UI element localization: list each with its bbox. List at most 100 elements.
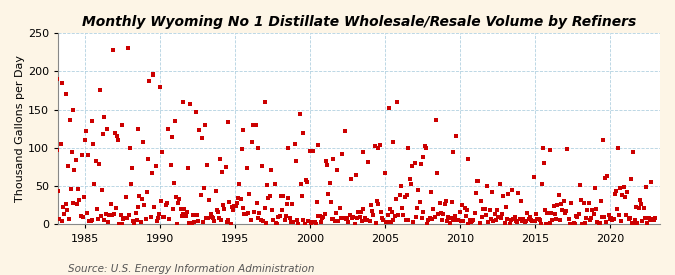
Point [288,219,298,224]
Point [390,197,401,202]
Point [378,218,389,222]
Point [518,217,529,222]
Point [483,219,494,224]
Point [414,199,425,204]
Point [123,46,134,51]
Point [628,150,639,154]
Point [82,153,93,157]
Point [74,198,85,202]
Point [157,150,167,154]
Point [261,221,271,225]
Point [387,139,398,144]
Point [89,182,100,186]
Point [234,182,245,186]
Point [429,215,440,219]
Point [186,222,197,226]
Point [425,190,436,194]
Point [460,214,471,218]
Point [61,92,72,97]
Point [290,158,301,163]
Point [491,218,502,222]
Point [377,216,387,220]
Point [182,210,192,214]
Point [279,218,290,222]
Point [598,215,609,220]
Point [500,221,510,225]
Point [337,152,348,157]
Point [612,146,623,150]
Point [249,210,260,214]
Point [588,212,599,217]
Point [120,195,131,199]
Point [443,215,454,219]
Point [532,216,543,221]
Point [329,219,340,223]
Point [117,222,128,227]
Point [646,180,657,184]
Point [132,126,143,131]
Point [416,162,427,166]
Point [99,218,110,222]
Point [610,192,620,197]
Point [481,212,491,217]
Point [174,197,185,201]
Point [125,146,136,150]
Point [144,79,155,83]
Point [147,71,158,76]
Point [233,196,244,200]
Point [158,215,169,219]
Point [389,213,400,218]
Point [498,193,509,198]
Point [633,205,644,210]
Point [130,211,141,215]
Point [400,218,411,222]
Point [439,202,450,206]
Point [446,216,456,221]
Point [155,84,165,89]
Point [140,216,151,221]
Point [477,214,487,219]
Point [529,219,540,223]
Point [556,202,566,207]
Point [545,210,556,215]
Point [242,165,252,170]
Point [84,218,95,223]
Point [200,216,211,221]
Point [382,220,393,224]
Point [642,221,653,226]
Point [228,207,239,212]
Point [583,200,594,205]
Point [256,164,267,168]
Point [543,211,554,216]
Point [239,212,250,216]
Point [259,205,270,210]
Point [406,182,416,186]
Point [381,219,392,224]
Point [494,182,505,186]
Point [566,200,576,205]
Point [641,185,651,189]
Point [98,131,109,136]
Point [94,162,105,166]
Point [350,172,361,177]
Point [87,119,98,123]
Point [132,218,142,222]
Point [487,190,497,194]
Point [374,142,385,147]
Point [219,207,230,211]
Point [539,208,550,212]
Point [111,134,122,138]
Point [151,219,162,223]
Point [178,212,188,217]
Point [541,221,551,226]
Point [185,221,196,225]
Point [357,150,368,154]
Point [327,217,338,221]
Point [331,211,342,216]
Point [527,219,538,224]
Point [602,174,613,178]
Point [514,216,525,221]
Point [223,217,234,222]
Point [601,220,612,224]
Point [557,208,568,212]
